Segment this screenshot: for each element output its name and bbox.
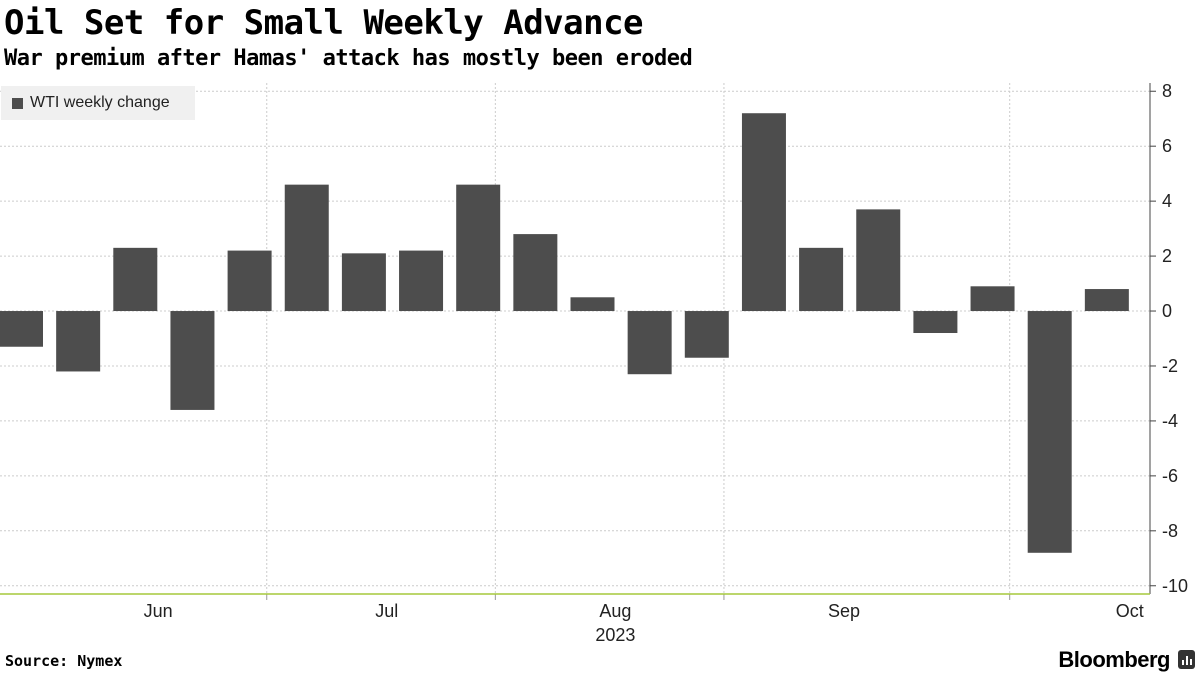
- bar: [570, 297, 615, 312]
- bar: [113, 247, 158, 312]
- y-tick-label: 0: [1162, 301, 1172, 321]
- bar: [856, 209, 901, 312]
- bar: [627, 311, 672, 375]
- bar: [284, 184, 329, 312]
- bar: [0, 311, 43, 347]
- y-tick-label: -10: [1162, 576, 1188, 596]
- source-note: Source: Nymex: [5, 652, 123, 670]
- y-tick-label: -6: [1162, 466, 1178, 486]
- y-tick-label: -8: [1162, 521, 1178, 541]
- legend-label: WTI weekly change: [30, 94, 170, 111]
- chart-subtitle: War premium after Hamas' attack has most…: [4, 46, 693, 71]
- y-tick-label: 8: [1162, 81, 1172, 101]
- bar: [741, 113, 786, 312]
- bar: [1027, 311, 1072, 553]
- y-tick-label: -4: [1162, 411, 1178, 431]
- bar: [456, 184, 501, 312]
- brand-logo: Bloomberg: [1058, 647, 1170, 672]
- x-tick-label: Aug: [599, 601, 631, 621]
- bar: [399, 250, 444, 312]
- bar: [684, 311, 729, 358]
- bar: [56, 311, 101, 372]
- y-tick-label: 2: [1162, 246, 1172, 266]
- x-tick-label: Oct: [1116, 601, 1144, 621]
- bloomberg-terminal-icon: [1178, 650, 1195, 669]
- y-tick-label: -2: [1162, 356, 1178, 376]
- bar: [341, 253, 386, 312]
- legend: WTI weekly change: [1, 86, 195, 120]
- x-tick-label: Jul: [375, 601, 398, 621]
- bar: [227, 250, 272, 312]
- bar: [513, 234, 558, 312]
- x-year-label: 2023: [595, 625, 635, 645]
- legend-swatch: [12, 97, 23, 109]
- y-tick-label: 4: [1162, 191, 1172, 211]
- bar: [913, 311, 958, 334]
- y-tick-label: 6: [1162, 136, 1172, 156]
- bar: [970, 286, 1015, 312]
- chart-title: Oil Set for Small Weekly Advance: [4, 3, 644, 43]
- bar: [799, 247, 844, 312]
- bar: [1084, 289, 1129, 312]
- bar: [170, 311, 215, 410]
- x-tick-label: Sep: [828, 601, 860, 621]
- x-tick-label: Jun: [144, 601, 173, 621]
